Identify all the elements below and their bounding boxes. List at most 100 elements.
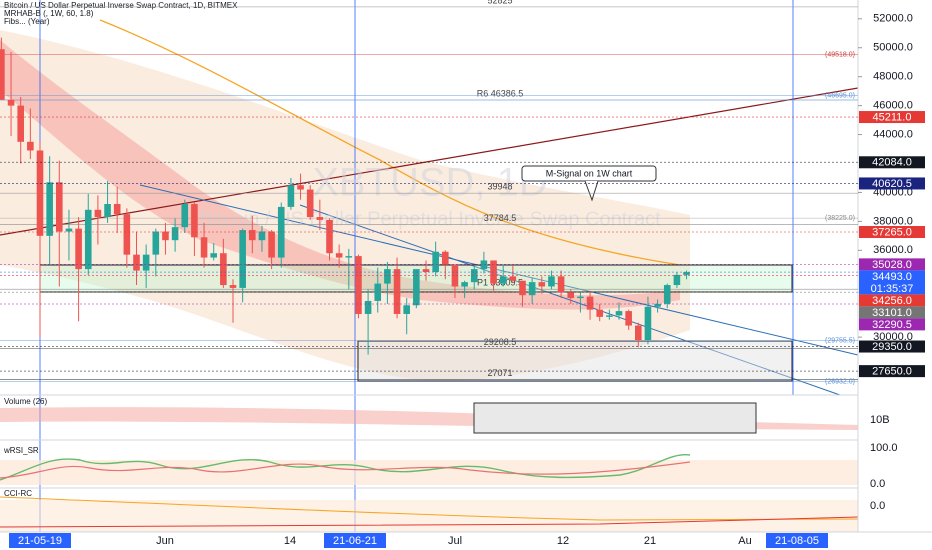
candle-body [442, 251, 449, 265]
candle-body [355, 256, 362, 314]
candle-body [509, 276, 517, 281]
candle-body [7, 99, 15, 106]
candle-body [528, 282, 536, 296]
candle-body [46, 182, 53, 236]
candle-body [470, 269, 478, 283]
price-label: 35028.0 [872, 259, 912, 271]
candle-body [461, 282, 468, 287]
candle-body [27, 141, 34, 151]
price-label: 37265.0 [872, 226, 912, 238]
x-tick-label: 21-05-19 [18, 535, 62, 547]
level-label: 52825 [487, 0, 512, 5]
price-label: 29350.0 [872, 341, 912, 353]
level-label: R6 46386.5 [477, 88, 524, 98]
candle-body [133, 254, 140, 271]
annotation: M-Signal on 1W chart [546, 168, 633, 178]
candle-body [615, 311, 623, 316]
date-box [324, 533, 386, 548]
candle-body [75, 228, 82, 270]
price-label: 45211.0 [873, 111, 912, 123]
fib-label: (38225.0) [825, 215, 855, 222]
x-tick-label: Jun [156, 535, 174, 547]
x-tick-label: 21-06-21 [333, 535, 377, 547]
price-label: 42084.0 [872, 157, 912, 169]
x-tick-label: Jul [448, 535, 462, 547]
candle-body [403, 305, 410, 314]
level-label: 29208.5 [484, 337, 517, 347]
price-label-box [859, 365, 925, 378]
trend-line [139, 184, 859, 356]
candle-body [171, 227, 179, 241]
price-label-box [859, 318, 925, 331]
candle-body [65, 228, 73, 232]
indicator-label: Fibs... (Year) [4, 17, 50, 26]
candle-body [56, 182, 63, 232]
y-tick-label: 46000.0 [873, 100, 913, 112]
price-label: 34493.0 [872, 271, 912, 283]
candle-body [586, 296, 594, 310]
candle-body [480, 260, 488, 270]
watermark-subtitle: Bitcoin / US Dollar Perpetual Inverse Sw… [199, 208, 661, 230]
rsi-zone [0, 460, 858, 485]
x-tick-label: Au [738, 535, 751, 547]
signal-box [473, 402, 757, 434]
candle-body [220, 253, 227, 286]
pane-tick-label: 10B [870, 414, 890, 426]
cci-line [0, 496, 859, 521]
candle-body [123, 214, 131, 255]
countdown: 01:35:37 [871, 283, 914, 295]
x-tick-label: 12 [557, 535, 569, 547]
fib-label: (46695.0) [825, 92, 855, 99]
cci-zone [0, 500, 858, 532]
pane-title: CCI-RC [4, 489, 32, 498]
watermark: XBTUSD, 1D [312, 161, 548, 205]
candle-body [451, 264, 459, 287]
candle-body [422, 269, 430, 273]
fib-label: (29755.5) [825, 338, 855, 345]
candle-body [229, 285, 237, 288]
candle-body [297, 185, 304, 190]
fib-label: (49518.0) [825, 52, 855, 59]
x-tick-label: 14 [284, 535, 296, 547]
candle-body [663, 285, 671, 304]
candle-body [152, 231, 160, 255]
candle-body [644, 306, 652, 341]
band [0, 40, 680, 310]
candle-body [36, 150, 44, 236]
candle-body [268, 231, 275, 258]
y-tick-label: 30000.0 [873, 331, 913, 343]
price-label: 32290.5 [872, 319, 912, 331]
fib-label: (26932.0) [825, 378, 855, 385]
price-label: 40620.5 [872, 178, 912, 190]
x-tick-label: 21-08-05 [775, 535, 819, 547]
candle-body [413, 269, 420, 306]
candle-body [200, 237, 208, 258]
price-label: 34256.0 [872, 295, 912, 307]
cci-line [0, 516, 859, 528]
candle-body [306, 189, 314, 218]
level-label: 27071 [487, 368, 512, 378]
price-label-box [859, 177, 925, 190]
candle-body [683, 272, 690, 275]
pane-tick-label: 0.0 [870, 500, 885, 512]
candle-body [326, 219, 333, 254]
candle-body [364, 300, 372, 314]
price-label-box [859, 226, 925, 239]
pane-title: wRSI_SR [3, 446, 39, 455]
candle-body [104, 204, 111, 218]
candle-body [258, 231, 266, 241]
rsi-line [0, 461, 691, 479]
pane-tick-label: 0.0 [870, 478, 885, 490]
candle-body [519, 280, 526, 296]
y-tick-label: 52000.0 [873, 13, 913, 25]
candle-body [94, 209, 102, 218]
candle-body [191, 204, 198, 238]
trend-line [299, 204, 841, 396]
pane-tick-label: 100.0 [870, 442, 898, 454]
candle-body [393, 269, 401, 314]
candle-body [210, 253, 217, 258]
candle-body [548, 276, 555, 287]
candle-body [345, 256, 353, 258]
candle-body [499, 276, 507, 284]
candle-body [538, 282, 546, 287]
